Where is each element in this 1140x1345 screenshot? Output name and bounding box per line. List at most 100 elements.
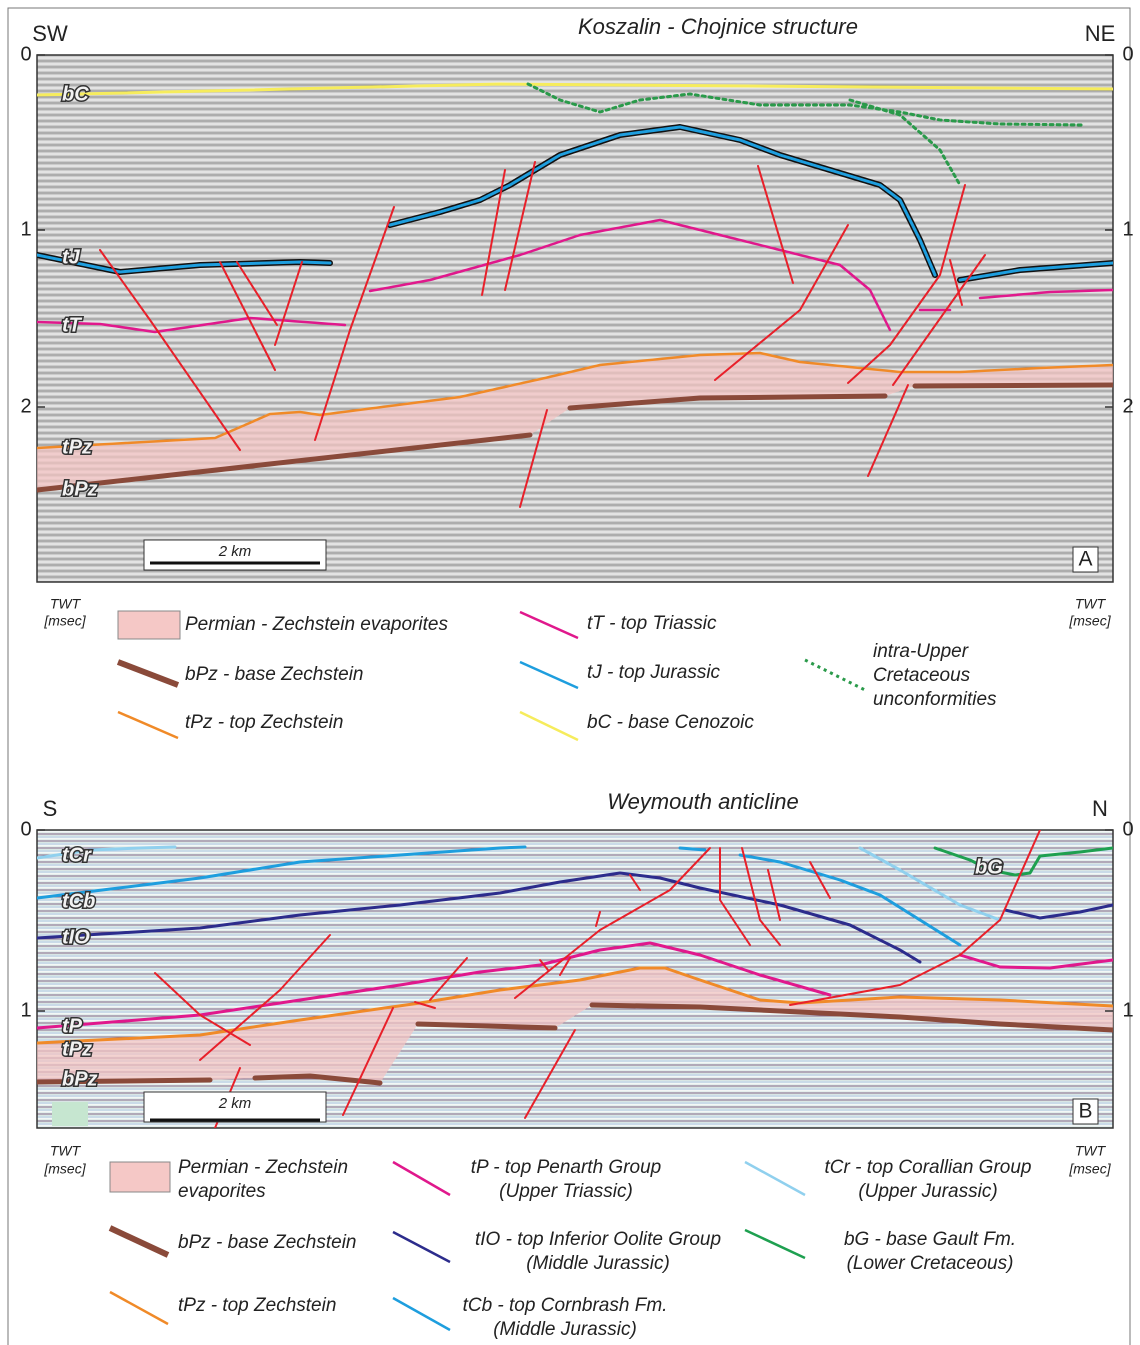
annotations: SW NE Koszalin - Chojnice structure 0 0 1 1 2 2 S… bbox=[20, 14, 1133, 1340]
scale-bar-box bbox=[143, 539, 327, 571]
legend-label: (Middle Jurassic) bbox=[493, 1319, 637, 1340]
horizon-label: tP bbox=[62, 1015, 83, 1037]
evaporites bbox=[37, 353, 1113, 490]
legend-swatch bbox=[116, 659, 180, 688]
fault bbox=[514, 847, 711, 999]
fault bbox=[99, 249, 241, 451]
panel-label-box bbox=[1072, 1098, 1099, 1125]
horizon-tio bbox=[37, 871, 922, 964]
horizon-tt bbox=[368, 218, 892, 332]
legend-label: intra-Upper bbox=[873, 641, 969, 662]
horizon-tj bbox=[958, 261, 1113, 282]
horizon-tp bbox=[958, 953, 1113, 970]
fault bbox=[429, 957, 468, 1001]
horizon-tp bbox=[37, 941, 832, 1030]
fault bbox=[714, 224, 849, 381]
legend-swatch bbox=[519, 610, 579, 640]
horizon-bpz bbox=[415, 1021, 558, 1031]
legend-swatch bbox=[392, 1230, 451, 1264]
fault bbox=[342, 1007, 394, 1116]
legend-label: (Lower Cretaceous) bbox=[847, 1253, 1014, 1274]
legend-swatch bbox=[109, 1290, 169, 1326]
fault bbox=[414, 1001, 436, 1009]
axis-title: TWT bbox=[50, 596, 82, 612]
fault bbox=[519, 409, 548, 508]
unconformity bbox=[848, 98, 962, 187]
horizon-label: tIO bbox=[62, 926, 90, 948]
axis-tick-label: 2 bbox=[1122, 395, 1133, 417]
horizon-label: bPz bbox=[62, 1068, 98, 1090]
horizon-tt bbox=[978, 288, 1113, 300]
horizon-label: bPz bbox=[62, 478, 98, 500]
legend-label: Permian - Zechstein evaporites bbox=[185, 614, 448, 635]
fault bbox=[154, 972, 251, 1046]
section-title: Weymouth anticline bbox=[607, 789, 799, 814]
legend-label: (Upper Triassic) bbox=[499, 1181, 633, 1202]
horizon-bpz bbox=[252, 1073, 383, 1086]
scale-bar-box bbox=[143, 1091, 327, 1123]
legend-swatch bbox=[392, 1296, 451, 1332]
legend-swatch bbox=[108, 1225, 170, 1258]
legend-label: bG - base Gault Fm. bbox=[844, 1229, 1016, 1250]
fault bbox=[867, 384, 909, 477]
fault bbox=[767, 869, 781, 921]
fault bbox=[719, 847, 751, 946]
section-end-label: N bbox=[1092, 796, 1108, 821]
horizon-bpz bbox=[37, 432, 533, 493]
fault bbox=[219, 261, 276, 371]
fault bbox=[559, 957, 571, 976]
horizon-label: tJ bbox=[62, 246, 81, 268]
horizon-label: tPz bbox=[62, 436, 92, 458]
patch bbox=[52, 1102, 88, 1126]
horizon-tj bbox=[388, 125, 937, 277]
axis-tick-label: 1 bbox=[20, 999, 31, 1021]
legend-swatch bbox=[744, 1160, 806, 1197]
horizon-tcb bbox=[37, 845, 527, 900]
horizon-bg bbox=[933, 846, 1113, 877]
section-end-label: NE bbox=[1085, 21, 1116, 46]
horizon-tj bbox=[37, 253, 332, 274]
legend-label: tPz - top Zechstein bbox=[178, 1295, 336, 1316]
horizon-bc bbox=[37, 82, 1113, 97]
horizon-label: bG bbox=[975, 856, 1003, 878]
legend-swatch bbox=[804, 658, 866, 692]
horizon-tcr bbox=[37, 845, 177, 860]
axis-title: TWT bbox=[1075, 596, 1107, 612]
fault bbox=[481, 169, 506, 296]
horizon-bpz bbox=[912, 382, 1113, 389]
axis-tick-label: 1 bbox=[20, 218, 31, 240]
legend-swatch bbox=[519, 710, 579, 742]
fault bbox=[629, 874, 641, 891]
legend-swatch bbox=[519, 660, 579, 690]
axis-tick-label: 0 bbox=[1122, 818, 1133, 840]
horizon-bpz bbox=[567, 393, 888, 411]
fault bbox=[199, 934, 331, 1061]
fault bbox=[789, 830, 1041, 1006]
legend-label: unconformities bbox=[873, 689, 997, 710]
seismic-section-a bbox=[36, 54, 1114, 583]
fault bbox=[757, 165, 794, 284]
horizon-tcr bbox=[858, 846, 1002, 922]
panel-label: B bbox=[1078, 1100, 1092, 1123]
horizon-tt bbox=[37, 316, 347, 334]
panel-label-box bbox=[1072, 546, 1099, 573]
fault bbox=[741, 847, 781, 946]
fault bbox=[949, 259, 963, 306]
legend-label: tPz - top Zechstein bbox=[185, 712, 343, 733]
horizon-tpz bbox=[37, 351, 1113, 450]
legend-label: tCr - top Corallian Group bbox=[825, 1157, 1032, 1178]
legend-swatch bbox=[744, 1228, 806, 1260]
axis-title: [msec] bbox=[43, 613, 86, 629]
horizon-label: tT bbox=[62, 314, 83, 336]
horizon-tio bbox=[1003, 903, 1113, 920]
horizon-label: tCb bbox=[62, 890, 95, 912]
axis-tick-label: 1 bbox=[1122, 999, 1133, 1021]
horizon-tpz bbox=[37, 966, 1113, 1045]
legend-label: (Middle Jurassic) bbox=[526, 1253, 670, 1274]
horizon-label: bC bbox=[62, 83, 89, 105]
axis-title: TWT bbox=[1075, 1143, 1107, 1159]
legend-label: bPz - base Zechstein bbox=[185, 664, 363, 685]
legend-label: tCb - top Cornbrash Fm. bbox=[463, 1295, 668, 1316]
fault bbox=[595, 911, 601, 927]
